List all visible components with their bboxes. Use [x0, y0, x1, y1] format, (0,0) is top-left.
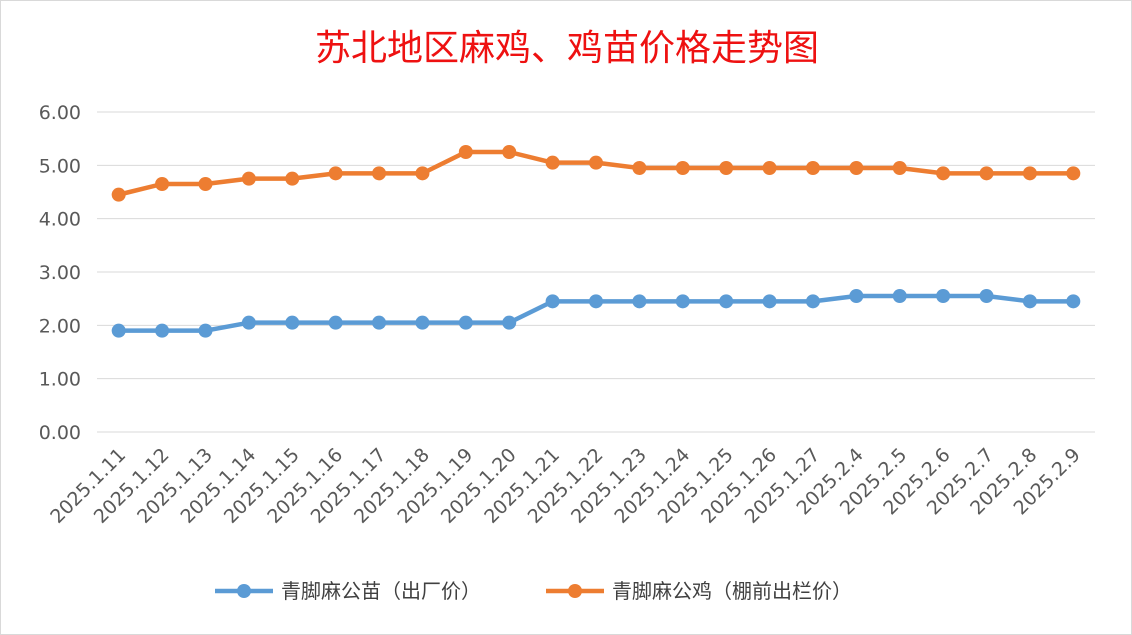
legend: 青脚麻公苗（出厂价） 青脚麻公鸡（棚前出栏价） [215, 579, 852, 603]
data-point [762, 294, 777, 309]
data-point [502, 145, 517, 159]
data-point [415, 315, 430, 330]
y-tick-label: 1.00 [39, 369, 81, 391]
legend-swatch-marker [237, 584, 251, 598]
data-point [458, 315, 473, 330]
data-point [328, 166, 343, 181]
data-point [979, 289, 994, 303]
data-point [458, 145, 473, 159]
data-point [805, 294, 820, 309]
data-point [675, 294, 690, 309]
data-point [1066, 294, 1081, 309]
legend-item: 青脚麻公鸡（棚前出栏价） [546, 579, 852, 603]
y-tick-label: 5.00 [39, 155, 81, 177]
data-point [892, 161, 907, 175]
data-point [372, 315, 387, 330]
series-1 [111, 289, 1081, 338]
y-axis-ticks: 0.00 1.00 2.00 3.00 4.00 5.00 6.00 [39, 102, 81, 444]
legend-label: 青脚麻公鸡（棚前出栏价） [612, 579, 852, 603]
data-point [589, 155, 603, 170]
y-tick-label: 6.00 [39, 102, 81, 124]
legend-label: 青脚麻公苗（出厂价） [281, 579, 481, 603]
data-point [762, 161, 777, 175]
data-point [285, 171, 300, 186]
data-point [936, 166, 951, 181]
data-point [502, 315, 517, 330]
data-point [805, 161, 820, 175]
data-point [632, 294, 647, 309]
data-point [719, 161, 734, 175]
legend-item: 青脚麻公苗（出厂价） [215, 579, 481, 603]
data-point [155, 323, 170, 338]
data-point [111, 187, 126, 202]
data-point [545, 155, 560, 170]
data-point [1022, 166, 1037, 181]
y-tick-label: 4.00 [39, 209, 81, 231]
data-point [415, 166, 430, 181]
data-point [241, 171, 256, 186]
data-point [892, 289, 907, 303]
data-point [155, 177, 170, 191]
data-point [632, 161, 647, 175]
series-layer [111, 145, 1081, 338]
y-tick-label: 2.00 [39, 315, 81, 337]
data-point [372, 166, 387, 181]
data-point [545, 294, 560, 309]
data-point [719, 294, 734, 309]
data-point [936, 289, 951, 303]
series-2 [111, 145, 1081, 202]
data-point [198, 323, 213, 338]
legend-swatch-marker [568, 584, 582, 598]
data-point [675, 161, 690, 175]
data-point [111, 323, 126, 338]
x-axis-ticks: 2025.1.112025.1.122025.1.132025.1.142025… [46, 444, 1085, 528]
data-point [1022, 294, 1037, 309]
data-point [328, 315, 343, 330]
data-point [849, 161, 864, 175]
data-point [198, 177, 213, 191]
data-point [241, 315, 256, 330]
y-tick-label: 0.00 [39, 422, 81, 444]
data-point [979, 166, 994, 181]
data-point [589, 294, 603, 309]
chart-title: 苏北地区麻鸡、鸡苗价格走势图 [315, 28, 819, 69]
data-point [1066, 166, 1081, 181]
data-point [849, 289, 864, 303]
data-point [285, 315, 300, 330]
y-tick-label: 3.00 [39, 262, 81, 284]
